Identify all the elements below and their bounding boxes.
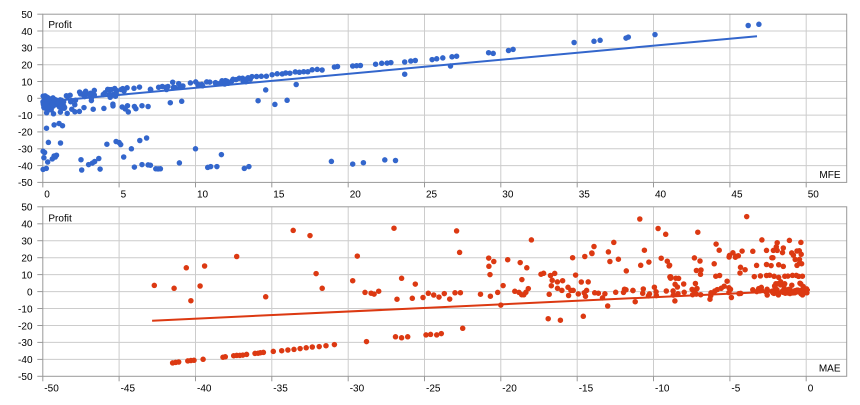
svg-text:MFE: MFE [819,170,840,181]
svg-text:45: 45 [731,190,743,201]
svg-text:MAE: MAE [819,364,841,375]
svg-text:50: 50 [808,190,820,201]
svg-text:5: 5 [121,190,127,201]
svg-text:30: 30 [21,44,33,55]
svg-text:50: 50 [21,10,33,21]
svg-text:Profit: Profit [48,213,72,224]
svg-text:-35: -35 [273,384,288,395]
svg-text:0: 0 [44,190,50,201]
svg-text:-50: -50 [18,178,33,189]
svg-text:-20: -20 [18,128,33,139]
svg-text:-40: -40 [197,384,212,395]
svg-text:-15: -15 [579,384,594,395]
svg-text:-50: -50 [44,384,59,395]
svg-text:-50: -50 [18,372,33,383]
svg-text:50: 50 [21,203,33,214]
svg-text:30: 30 [21,237,33,248]
svg-text:20: 20 [21,254,33,265]
svg-text:40: 40 [21,27,33,38]
svg-text:-40: -40 [18,161,33,172]
svg-text:35: 35 [579,190,591,201]
svg-text:10: 10 [21,270,33,281]
svg-text:-20: -20 [502,384,517,395]
svg-text:-10: -10 [18,111,33,122]
svg-text:20: 20 [350,190,362,201]
svg-text:-20: -20 [18,321,33,332]
svg-text:-10: -10 [655,384,670,395]
svg-text:-5: -5 [731,384,740,395]
svg-text:40: 40 [655,190,667,201]
svg-text:15: 15 [273,190,285,201]
svg-text:-30: -30 [18,145,33,156]
svg-text:-25: -25 [426,384,441,395]
svg-text:25: 25 [426,190,438,201]
svg-text:-30: -30 [350,384,365,395]
svg-text:30: 30 [502,190,514,201]
svg-text:40: 40 [21,220,33,231]
svg-text:-10: -10 [18,304,33,315]
svg-text:0: 0 [27,287,33,298]
svg-text:-40: -40 [18,355,33,366]
svg-text:-45: -45 [121,384,136,395]
svg-text:10: 10 [21,77,33,88]
svg-text:10: 10 [197,190,209,201]
svg-text:0: 0 [808,384,814,395]
svg-text:0: 0 [27,94,33,105]
svg-text:-30: -30 [18,338,33,349]
svg-text:20: 20 [21,61,33,72]
svg-text:Profit: Profit [48,20,72,31]
